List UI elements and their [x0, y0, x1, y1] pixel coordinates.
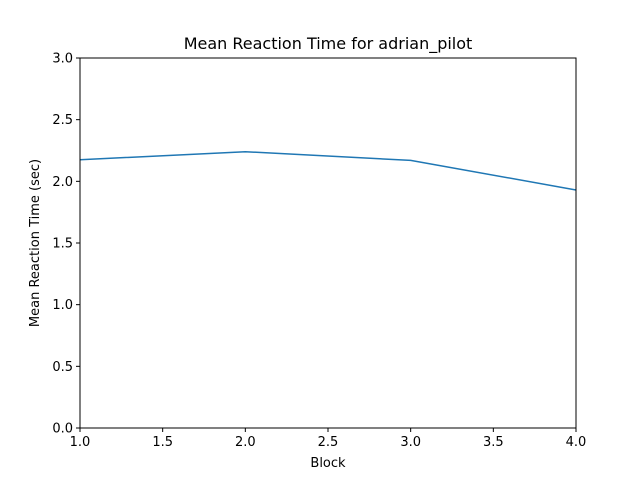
series-line	[79, 150, 577, 191]
x-tick-label: 3.5	[483, 435, 504, 450]
y-tick-label: 1.5	[52, 237, 73, 252]
x-tick-label: 2.5	[318, 435, 339, 450]
y-tick-label: 0.5	[52, 360, 73, 375]
x-axis-ticks: 1.0 1.5 2.0 2.5 3.0 3.5 4.0	[70, 428, 587, 450]
y-tick-label: 2.0	[52, 175, 73, 190]
x-axis-label: Block	[310, 456, 346, 471]
y-tick-label: 2.5	[52, 113, 73, 128]
x-tick-label: 4.0	[566, 435, 587, 450]
y-tick-label: 3.0	[52, 52, 73, 67]
y-tick-label: 1.0	[52, 298, 73, 313]
x-tick-label: 2.0	[235, 435, 256, 450]
x-tick-label: 1.5	[152, 435, 173, 450]
x-tick-label: 1.0	[70, 435, 91, 450]
x-tick-label: 3.0	[400, 435, 421, 450]
y-axis-label: Mean Reaction Time (sec)	[28, 159, 43, 327]
chart-title: Mean Reaction Time for adrian_pilot	[184, 34, 473, 54]
y-tick-label: 0.0	[52, 422, 73, 437]
y-axis-ticks: 0.0 0.5 1.0 1.5 2.0 2.5 3.0	[52, 52, 80, 437]
